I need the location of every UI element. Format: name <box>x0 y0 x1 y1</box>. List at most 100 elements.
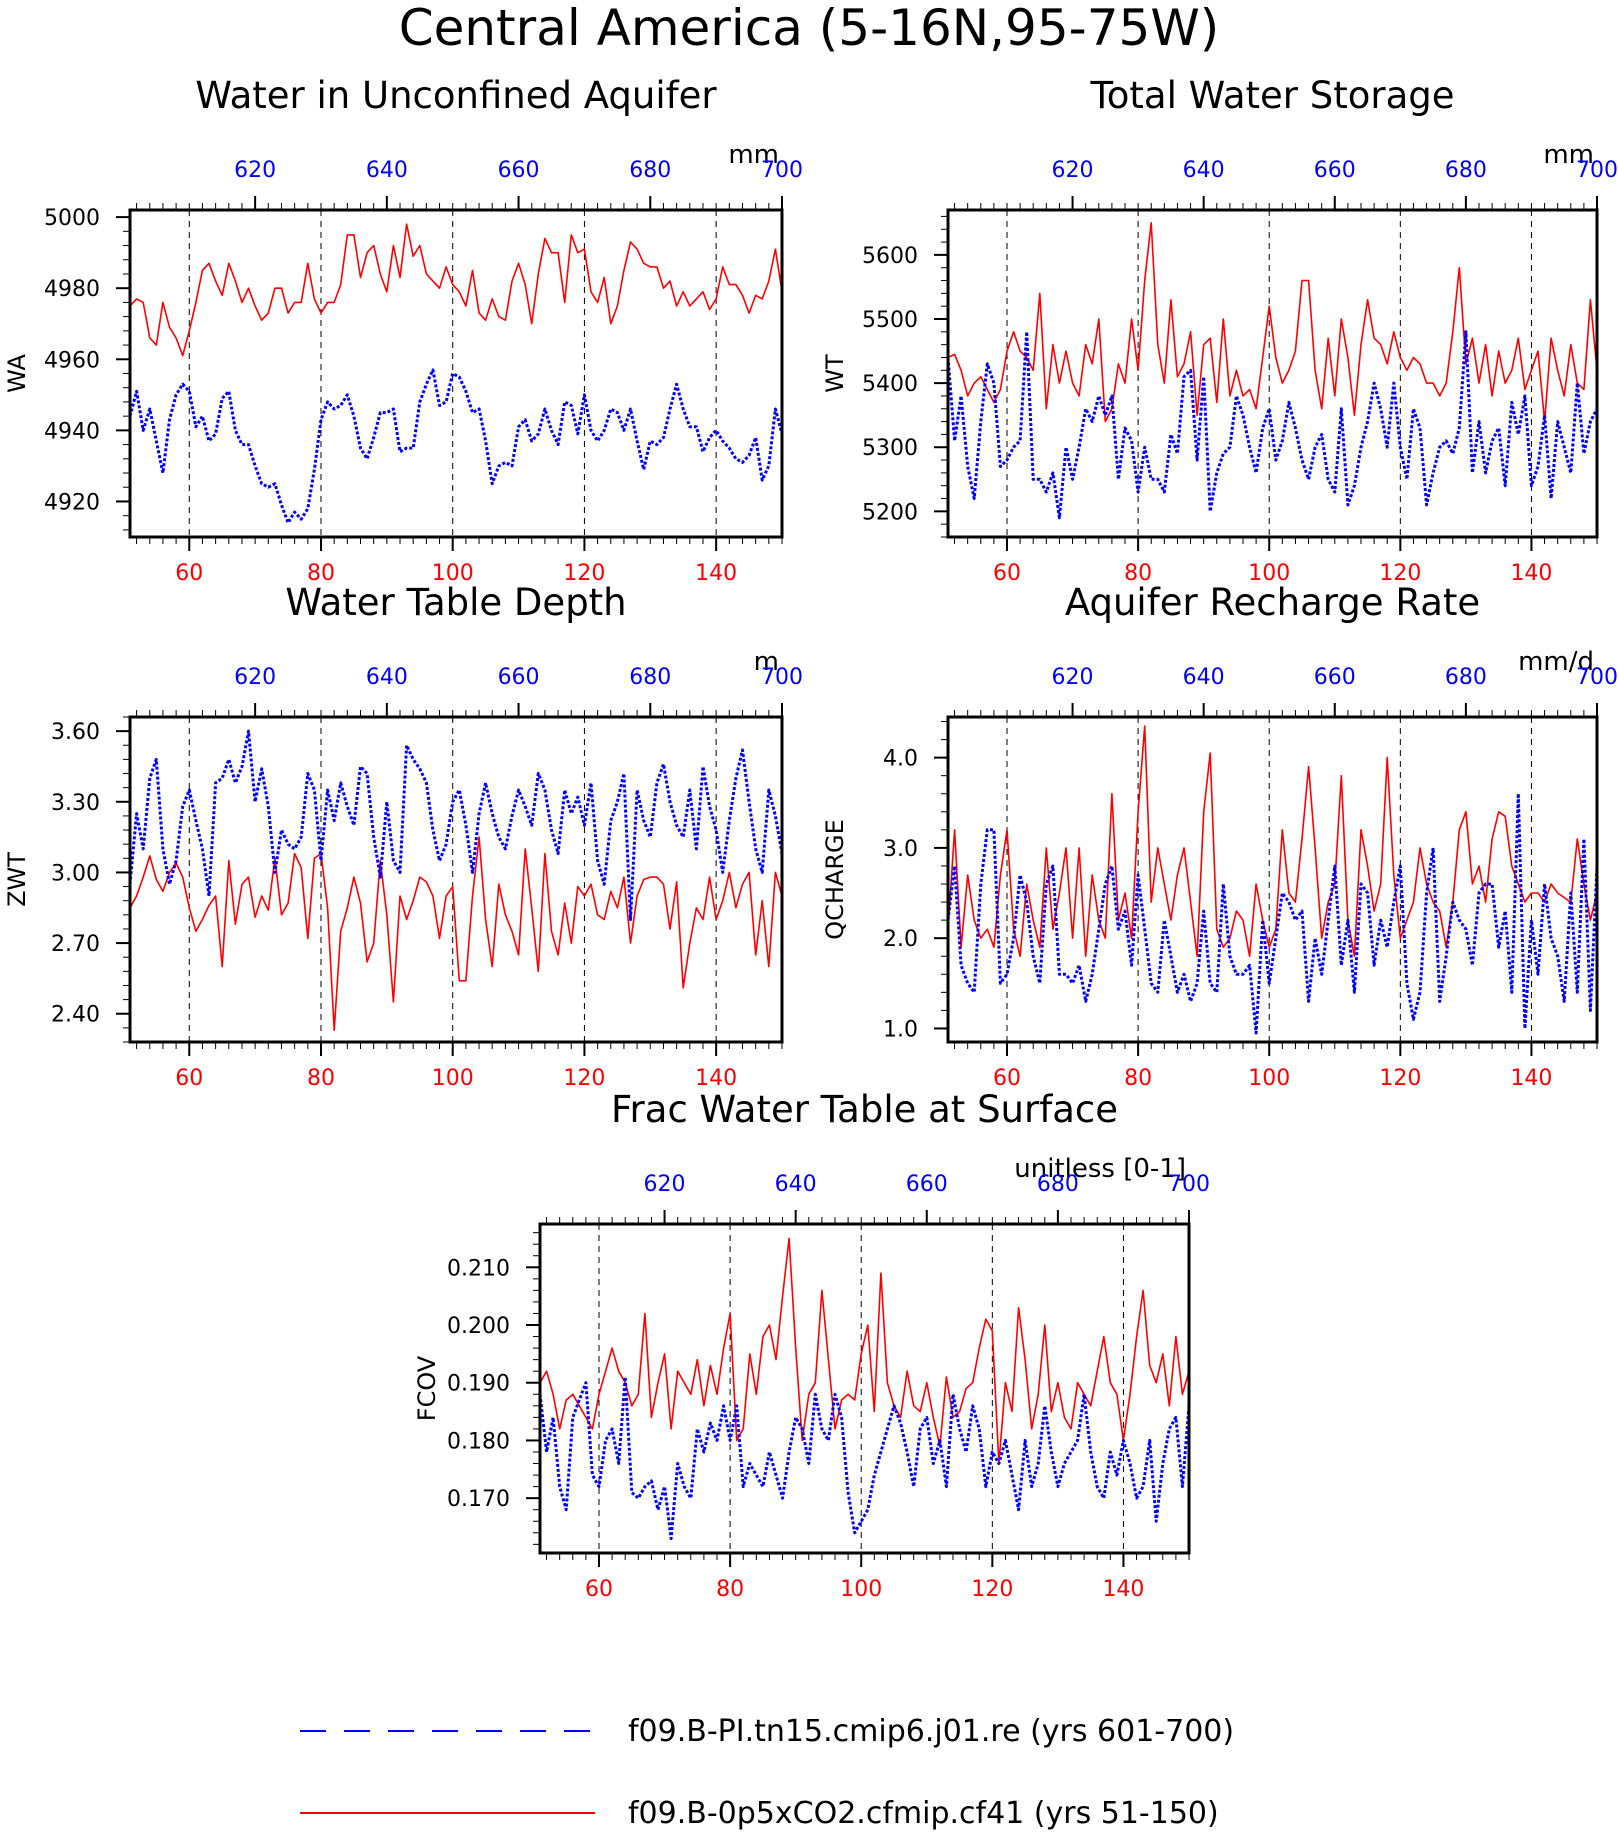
water-in-unconfined-aquifer-ytick-label: 4980 <box>44 277 100 302</box>
aquifer-recharge-rate-ytick-label: 4.0 <box>883 747 918 772</box>
frac-water-table-at-surface-panel: Frac Water Table at Surface unitless [0-1… <box>413 1088 1210 1602</box>
water-table-depth-ytick-label: 3.30 <box>51 791 100 816</box>
total-water-storage-ytick-label: 5200 <box>862 500 918 525</box>
aquifer-recharge-rate-xtick-label: 100 <box>1248 1066 1290 1091</box>
total-water-storage-top-xtick-label: 620 <box>1052 158 1094 183</box>
total-water-storage-top-xtick-label: 660 <box>1314 158 1356 183</box>
frac-water-table-at-surface-top-xtick-label: 640 <box>775 1172 817 1197</box>
water-in-unconfined-aquifer-ytick-label: 4960 <box>44 348 100 373</box>
panels: Water in Unconfined Aquifer mm 60 80 100 120 1… <box>3 74 1618 1602</box>
total-water-storage-ytick-label: 5300 <box>862 436 918 461</box>
water-in-unconfined-aquifer-series-cf41 <box>129 223 783 357</box>
total-water-storage-top-xtick-label: 680 <box>1445 158 1487 183</box>
water-in-unconfined-aquifer-title: Water in Unconfined Aquifer <box>195 74 717 117</box>
total-water-storage-ytick-label: 5600 <box>862 244 918 269</box>
frac-water-table-at-surface-frame <box>538 1222 1191 1555</box>
aquifer-recharge-rate-ytick-label: 1.0 <box>883 1017 918 1042</box>
aquifer-recharge-rate-top-xtick-label: 700 <box>1576 665 1618 690</box>
water-in-unconfined-aquifer-ytick-label: 4920 <box>44 490 100 515</box>
aquifer-recharge-rate-units: mm/d <box>1518 647 1594 677</box>
water-table-depth-xtick-label: 80 <box>307 1066 335 1091</box>
aquifer-recharge-rate-xtick-label: 120 <box>1379 1066 1421 1091</box>
water-table-depth-ytick-label: 2.40 <box>51 1003 100 1028</box>
total-water-storage-series-pi <box>946 330 1599 520</box>
water-table-depth-ytick-label: 3.00 <box>51 861 100 886</box>
frac-water-table-at-surface-ytick-label: 0.180 <box>447 1429 510 1454</box>
water-table-depth-title: Water Table Depth <box>285 581 626 624</box>
water-table-depth-top-xtick-label: 620 <box>234 665 276 690</box>
frac-water-table-at-surface-top-xtick-label: 660 <box>906 1172 948 1197</box>
frac-water-table-at-surface-xtick-label: 140 <box>1102 1577 1144 1602</box>
aquifer-recharge-rate-panel: Aquifer Recharge Rate mm/d 60 80 100 120 140 62… <box>821 581 1618 1091</box>
frac-water-table-at-surface-series-pi <box>538 1375 1191 1541</box>
water-in-unconfined-aquifer-panel: Water in Unconfined Aquifer mm 60 80 100 120 1… <box>3 74 803 586</box>
total-water-storage-xtick-label: 80 <box>1124 561 1152 586</box>
water-table-depth-units: m <box>754 647 779 677</box>
water-table-depth-series-cf41 <box>129 836 783 1031</box>
water-table-depth-top-xtick-label: 700 <box>761 665 803 690</box>
aquifer-recharge-rate-top-xtick-label: 680 <box>1445 665 1487 690</box>
aquifer-recharge-rate-series-cf41 <box>947 725 1598 958</box>
frac-water-table-at-surface-top-xtick-label: 680 <box>1037 1172 1079 1197</box>
total-water-storage-series-cf41 <box>947 222 1598 423</box>
water-table-depth-xtick-label: 140 <box>695 1066 737 1091</box>
frac-water-table-at-surface-ytick-label: 0.210 <box>447 1256 510 1281</box>
water-table-depth-ytick-label: 2.70 <box>51 932 100 957</box>
water-table-depth-series-pi <box>128 729 784 921</box>
water-table-depth-top-xtick-label: 680 <box>629 665 671 690</box>
water-table-depth-xtick-label: 120 <box>563 1066 605 1091</box>
water-in-unconfined-aquifer-frame <box>128 208 784 539</box>
aquifer-recharge-rate-ytick-label: 2.0 <box>883 927 918 952</box>
water-in-unconfined-aquifer-ytick-label: 5000 <box>44 206 100 231</box>
water-table-depth-top-xtick-label: 660 <box>498 665 540 690</box>
total-water-storage-panel: Total Water Storage mm 60 80 100 120 140 620 640… <box>821 74 1618 586</box>
aquifer-recharge-rate-xtick-label: 60 <box>993 1066 1021 1091</box>
total-water-storage-xtick-label: 60 <box>993 561 1021 586</box>
frac-water-table-at-surface-units: unitless [0-1] <box>1014 1154 1186 1184</box>
total-water-storage-top-xtick-label: 640 <box>1183 158 1225 183</box>
water-in-unconfined-aquifer-xtick-label: 80 <box>307 561 335 586</box>
aquifer-recharge-rate-top-xtick-label: 660 <box>1314 665 1356 690</box>
water-table-depth-frame <box>128 715 784 1044</box>
frac-water-table-at-surface-ytick-label: 0.190 <box>447 1372 510 1397</box>
water-in-unconfined-aquifer-top-xtick-label: 620 <box>234 158 276 183</box>
aquifer-recharge-rate-frame <box>946 715 1599 1044</box>
aquifer-recharge-rate-series-pi <box>946 792 1599 1035</box>
water-in-unconfined-aquifer-xtick-label: 60 <box>175 561 203 586</box>
page-title: Central America (5-16N,95-75W) <box>399 0 1220 57</box>
frac-water-table-at-surface-ylabel: FCOV <box>413 1355 441 1421</box>
water-table-depth-ylabel: ZWT <box>3 852 31 907</box>
frac-water-table-at-surface-xtick-label: 120 <box>971 1577 1013 1602</box>
water-table-depth-xtick-label: 100 <box>432 1066 474 1091</box>
total-water-storage-frame <box>946 208 1599 539</box>
aquifer-recharge-rate-title: Aquifer Recharge Rate <box>1065 581 1480 624</box>
aquifer-recharge-rate-top-xtick-label: 620 <box>1052 665 1094 690</box>
frac-water-table-at-surface-ytick-label: 0.200 <box>447 1314 510 1339</box>
legend-label-cf41: f09.B-0p5xCO2.cfmip.cf41 (yrs 51-150) <box>628 1796 1219 1831</box>
water-in-unconfined-aquifer-top-xtick-label: 700 <box>761 158 803 183</box>
frac-water-table-at-surface-top-xtick-label: 700 <box>1168 1172 1210 1197</box>
water-table-depth-xtick-label: 60 <box>175 1066 203 1091</box>
aquifer-recharge-rate-ytick-label: 3.0 <box>883 837 918 862</box>
legend: f09.B-PI.tn15.cmip6.j01.re (yrs 601-700)… <box>300 1714 1234 1831</box>
aquifer-recharge-rate-ylabel: QCHARGE <box>821 819 849 940</box>
water-table-depth-ytick-label: 3.60 <box>51 720 100 745</box>
water-in-unconfined-aquifer-xtick-label: 140 <box>695 561 737 586</box>
total-water-storage-top-xtick-label: 700 <box>1576 158 1618 183</box>
frac-water-table-at-surface-xtick-label: 100 <box>840 1577 882 1602</box>
aquifer-recharge-rate-xtick-label: 140 <box>1510 1066 1552 1091</box>
water-in-unconfined-aquifer-top-xtick-label: 660 <box>498 158 540 183</box>
total-water-storage-xtick-label: 100 <box>1248 561 1290 586</box>
frac-water-table-at-surface-ytick-label: 0.170 <box>447 1487 510 1512</box>
water-in-unconfined-aquifer-ytick-label: 4940 <box>44 419 100 444</box>
water-in-unconfined-aquifer-xtick-label: 100 <box>432 561 474 586</box>
frac-water-table-at-surface-xtick-label: 60 <box>585 1577 613 1602</box>
water-in-unconfined-aquifer-xtick-label: 120 <box>563 561 605 586</box>
frac-water-table-at-surface-xtick-label: 80 <box>716 1577 744 1602</box>
total-water-storage-ylabel: WT <box>821 354 849 393</box>
water-in-unconfined-aquifer-series-pi <box>128 368 784 525</box>
frac-water-table-at-surface-title: Frac Water Table at Surface <box>611 1088 1118 1131</box>
water-in-unconfined-aquifer-ylabel: WA <box>3 354 31 393</box>
legend-label-pi: f09.B-PI.tn15.cmip6.j01.re (yrs 601-700) <box>628 1714 1234 1749</box>
